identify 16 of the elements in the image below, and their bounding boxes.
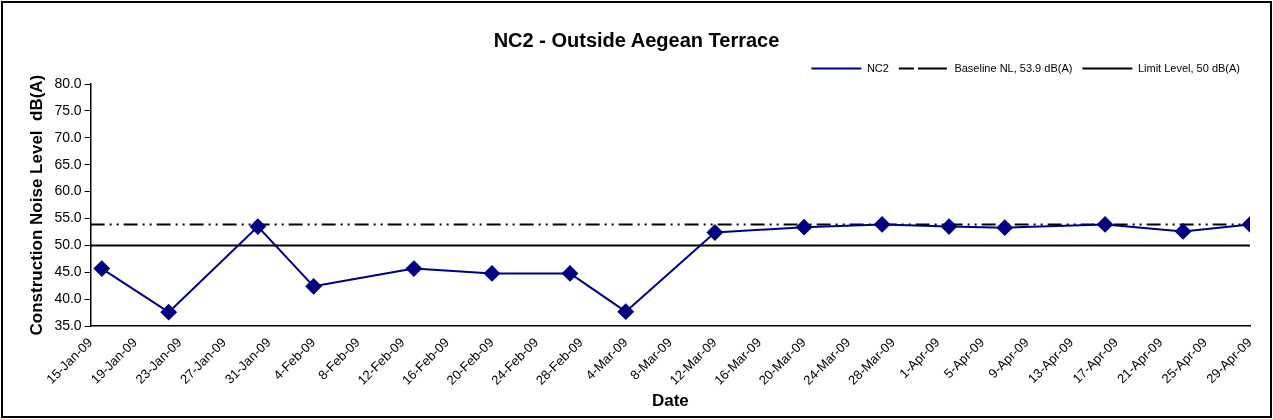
y-tick-label: 45.0 [54, 263, 82, 280]
legend-label: Limit Level, 50 dB(A) [1137, 61, 1241, 74]
y-tick-label: 50.0 [54, 236, 82, 253]
y-tick-label: 75.0 [54, 101, 82, 118]
y-tick-label: 80.0 [54, 74, 82, 91]
legend-label: NC2 [866, 61, 889, 74]
y-tick-label: 55.0 [54, 209, 82, 226]
y-tick-label: 40.0 [54, 290, 82, 307]
y-tick-label: 60.0 [54, 182, 82, 199]
y-tick-label: 65.0 [54, 155, 82, 172]
chart-title: NC2 - Outside Aegean Terrace [493, 28, 780, 51]
x-axis-title: Date [651, 391, 689, 411]
legend-label: Baseline NL, 53.9 dB(A) [954, 61, 1073, 74]
y-tick-label: 70.0 [54, 128, 82, 145]
y-tick-label: 35.0 [54, 317, 82, 334]
y-axis-title: Construction Noise Level dB(A) [26, 74, 46, 336]
